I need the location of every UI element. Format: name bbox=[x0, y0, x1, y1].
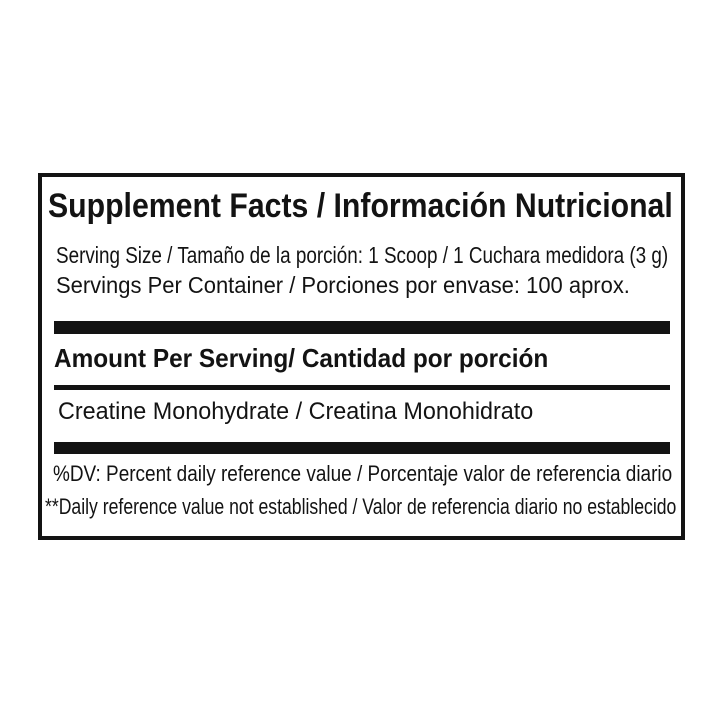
divider-rule-thin bbox=[54, 385, 670, 390]
panel-title: Supplement Facts / Información Nutricion… bbox=[48, 189, 720, 223]
serving-info: Serving Size / Tamaño de la porción: 1 S… bbox=[56, 240, 720, 300]
ingredient-name-text: Creatine Monohydrate / Creatina Monohidr… bbox=[58, 398, 534, 425]
amount-per-serving-header: Amount Per Serving/ Cantidad por porción bbox=[54, 345, 581, 371]
divider-bar-thick-bottom bbox=[54, 442, 670, 454]
amount-per-serving-text: Amount Per Serving/ Cantidad por porción bbox=[54, 343, 549, 373]
servings-per-container-line: Servings Per Container / Porciones por e… bbox=[56, 270, 720, 300]
serving-size-text: Serving Size / Tamaño de la porción: 1 S… bbox=[56, 242, 669, 268]
serving-size-line: Serving Size / Tamaño de la porción: 1 S… bbox=[56, 240, 720, 270]
footnote-not-established-line: **Daily reference value not established … bbox=[45, 494, 720, 520]
footnote-dv-text: %DV: Percent daily reference value / Por… bbox=[53, 461, 673, 486]
panel-title-text: Supplement Facts / Información Nutricion… bbox=[48, 187, 673, 225]
footnote-dv-line: %DV: Percent daily reference value / Por… bbox=[53, 461, 720, 487]
supplement-facts-panel: Supplement Facts / Información Nutricion… bbox=[38, 173, 685, 540]
servings-per-container-text: Servings Per Container / Porciones por e… bbox=[56, 272, 630, 298]
divider-bar-thick-top bbox=[54, 321, 670, 334]
footnote-not-established-text: **Daily reference value not established … bbox=[45, 494, 677, 519]
ingredient-row: Creatine Monohydrate / Creatina Monohidr… bbox=[58, 400, 546, 424]
